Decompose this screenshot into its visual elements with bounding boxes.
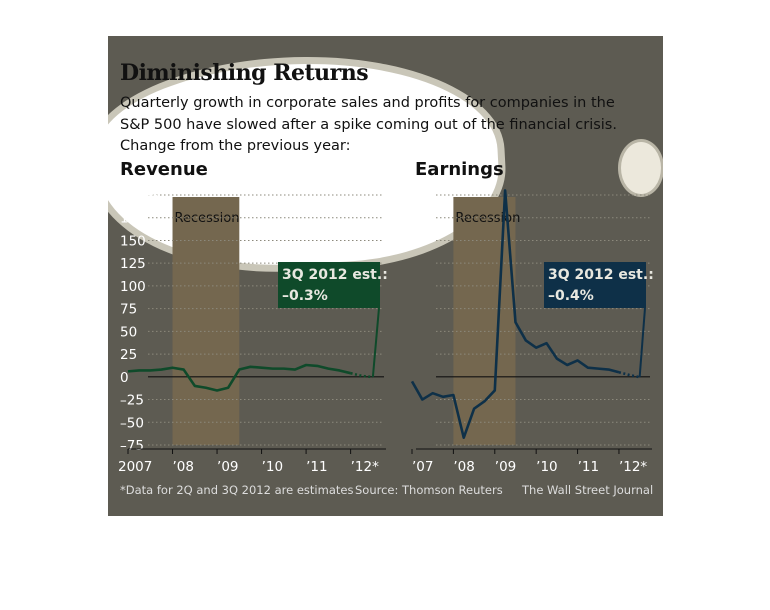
- footnote: *Data for 2Q and 3Q 2012 are estimates: [120, 483, 354, 497]
- x-tick-label: ’11: [306, 459, 327, 475]
- subtitle-line-3: Change from the previous year:: [120, 138, 351, 154]
- y-tick-label: 50: [120, 324, 137, 340]
- y-tick-label: 75: [120, 302, 137, 318]
- recession-band: [172, 197, 240, 445]
- y-tick-label: 0: [120, 370, 129, 386]
- x-tick-label: ’08: [453, 459, 474, 475]
- y-tick-label: 25: [120, 347, 137, 363]
- x-tick-label: ’10: [262, 459, 283, 475]
- x-tick-label: 2007: [118, 459, 152, 475]
- y-tick-label: 125: [120, 256, 146, 272]
- callout-box: [544, 262, 646, 308]
- y-tick-label: 175: [120, 211, 146, 227]
- x-tick-label: ’09: [495, 459, 516, 475]
- earnings-panel-title: Earnings: [415, 159, 504, 180]
- series-line: [410, 189, 620, 440]
- chart-title: Diminishing Returns: [120, 60, 369, 86]
- recession-label: Recession: [175, 211, 240, 226]
- charts-svg: Recession –75 –50 –25 0 25 50 75 100 125 150 175 200…: [118, 188, 654, 475]
- revenue-panel-title: Revenue: [120, 159, 208, 180]
- callout-pointer: [638, 307, 646, 378]
- callout-text: 3Q 2012 est.:: [548, 267, 654, 283]
- callout-text: –0.4%: [548, 288, 594, 304]
- y-tick-label: 200%: [120, 188, 159, 204]
- x-tick-label: ’10: [536, 459, 557, 475]
- revenue-chart: Recession –75 –50 –25 0 25 50 75 100 125 150 175 200…: [118, 188, 388, 475]
- y-tick-label: –75: [120, 438, 144, 454]
- callout-text: –0.3%: [282, 288, 328, 304]
- source-credit: Source: Thomson Reuters: [355, 483, 503, 497]
- recession-label: Recession: [455, 211, 520, 226]
- subtitle-line-1: Quarterly growth in corporate sales and …: [120, 95, 615, 111]
- y-tick-label: –50: [120, 415, 144, 431]
- y-tick-label: –25: [120, 393, 144, 409]
- x-tick-label: ’12*: [619, 459, 647, 475]
- x-tick-label: ’07: [412, 459, 433, 475]
- callout-box: [278, 262, 380, 308]
- x-tick-label: ’12*: [351, 459, 379, 475]
- series-estimate-line: [350, 371, 374, 379]
- callout-pointer: [371, 307, 380, 378]
- x-tick-label: ’09: [217, 459, 238, 475]
- series-line: [127, 363, 351, 392]
- chart-panel: Diminishing Returns Quarterly growth in …: [108, 36, 663, 516]
- highlight-scribble-small: [621, 142, 661, 194]
- subtitle-line-2: S&P 500 have slowed after a spike coming…: [120, 117, 617, 133]
- series-estimate-line: [618, 371, 640, 379]
- x-tick-label: ’08: [173, 459, 194, 475]
- recession-band: [453, 197, 516, 445]
- x-tick-label: ’11: [578, 459, 599, 475]
- y-tick-label: 100: [120, 279, 146, 295]
- y-tick-label: 150: [120, 233, 146, 249]
- earnings-chart: Recession ’07 ’08 ’09 ’10 ’11 ’12* 3Q 2012 est.…: [410, 189, 654, 475]
- callout-text: 3Q 2012 est.:: [282, 267, 388, 283]
- publisher-credit: The Wall Street Journal: [522, 483, 654, 497]
